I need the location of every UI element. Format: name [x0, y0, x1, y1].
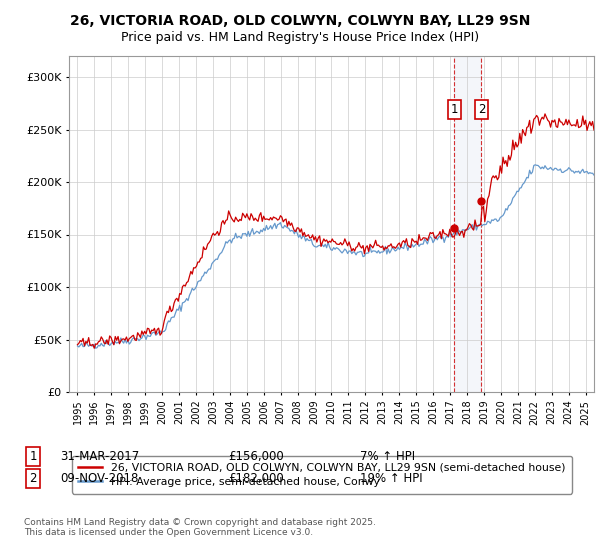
Bar: [454, 56, 481, 392]
Text: 26, VICTORIA ROAD, OLD COLWYN, COLWYN BAY, LL29 9SN: 26, VICTORIA ROAD, OLD COLWYN, COLWYN BA…: [70, 14, 530, 28]
Text: Price paid vs. HM Land Registry's House Price Index (HPI): Price paid vs. HM Land Registry's House …: [121, 31, 479, 44]
Text: 31-MAR-2017: 31-MAR-2017: [60, 450, 139, 463]
Text: £182,000: £182,000: [228, 472, 284, 486]
Text: 19% ↑ HPI: 19% ↑ HPI: [360, 472, 422, 486]
Text: £156,000: £156,000: [228, 450, 284, 463]
Text: 2: 2: [478, 103, 485, 116]
Text: 1: 1: [29, 450, 37, 463]
Text: 7% ↑ HPI: 7% ↑ HPI: [360, 450, 415, 463]
Text: Contains HM Land Registry data © Crown copyright and database right 2025.
This d: Contains HM Land Registry data © Crown c…: [24, 518, 376, 538]
Text: 2: 2: [29, 472, 37, 486]
Text: 09-NOV-2018: 09-NOV-2018: [60, 472, 139, 486]
Text: 1: 1: [451, 103, 458, 116]
Legend: 26, VICTORIA ROAD, OLD COLWYN, COLWYN BAY, LL29 9SN (semi-detached house), HPI: : 26, VICTORIA ROAD, OLD COLWYN, COLWYN BA…: [72, 456, 572, 493]
